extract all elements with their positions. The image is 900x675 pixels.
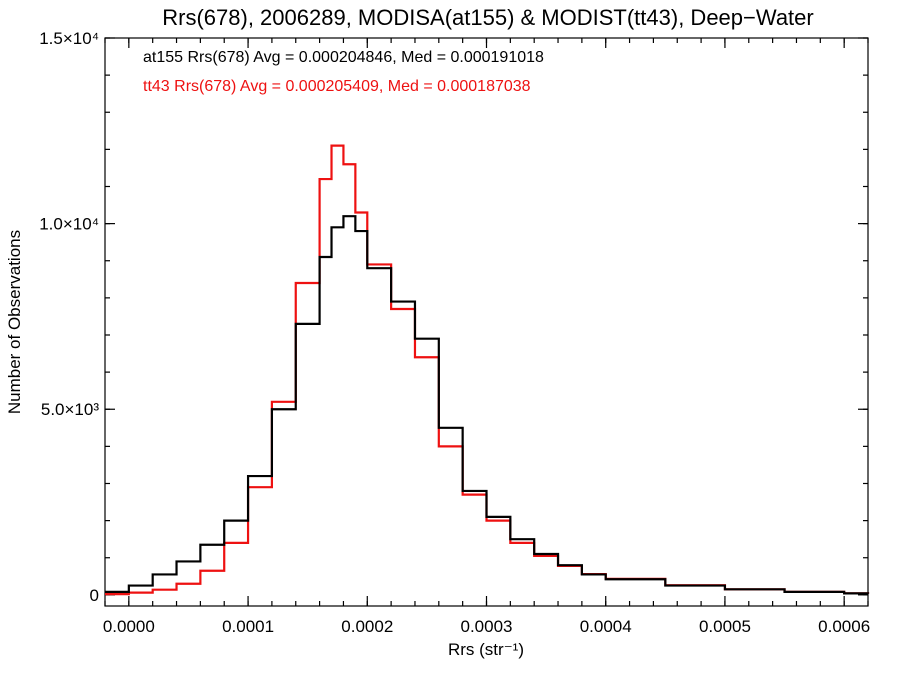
series-line-at155 [105, 215, 870, 595]
legend-entry-tt43: tt43 Rrs(678) Avg = 0.000205409, Med = 0… [143, 78, 531, 95]
x-axis-label: Rrs (str⁻¹) [448, 640, 524, 659]
x-tick-label: 0.0006 [818, 617, 870, 636]
x-tick-label: 0.0001 [222, 617, 274, 636]
y-axis: 0 5.0×10³ 1.0×10⁴ 1.5×10⁴ [39, 29, 868, 605]
series-layer [105, 144, 870, 596]
x-tick-label: 0.0004 [580, 617, 632, 636]
series-line-tt43 [105, 144, 870, 596]
x-tick-label: 0.0000 [103, 617, 155, 636]
y-tick-label: 1.5×10⁴ [39, 29, 99, 48]
y-tick-label: 1.0×10⁴ [39, 215, 99, 234]
y-axis-label: Number of Observations [5, 230, 24, 414]
y-tick-label: 5.0×10³ [41, 400, 99, 419]
x-tick-label: 0.0005 [699, 617, 751, 636]
chart-title: Rrs(678), 2006289, MODISA(at155) & MODIS… [162, 5, 813, 30]
x-tick-label: 0.0003 [461, 617, 513, 636]
x-axis: 0.0000 0.0001 0.0002 0.0003 0.0004 0.0005 0.00… [103, 38, 870, 636]
x-tick-label: 0.0002 [341, 617, 393, 636]
legend-entry-at155: at155 Rrs(678) Avg = 0.000204846, Med = … [143, 49, 544, 66]
y-tick-label: 0 [90, 586, 99, 605]
